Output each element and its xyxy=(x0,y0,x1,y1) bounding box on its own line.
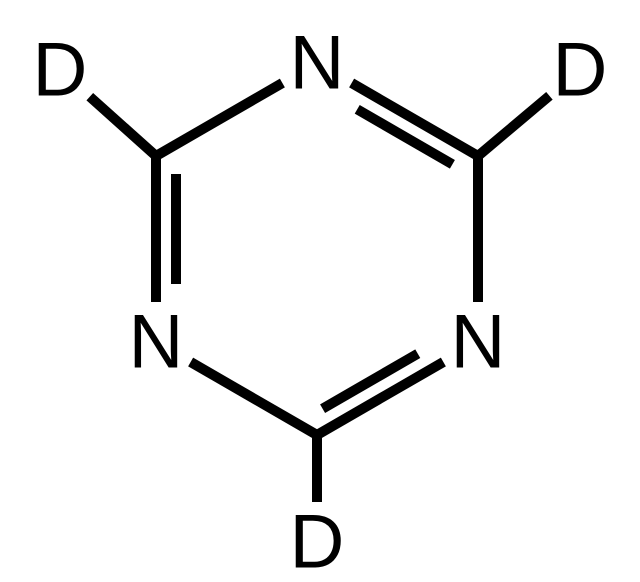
atom-label-d_tr: D xyxy=(553,28,608,113)
atom-label-n_r: N xyxy=(451,300,506,385)
atom-label-d_bot: D xyxy=(290,500,345,582)
molecule-diagram: N N N D D D xyxy=(0,0,640,582)
atom-label-n_l: N xyxy=(129,300,184,385)
bond-layer xyxy=(90,83,550,502)
atom-label-n_top: N xyxy=(290,21,345,106)
atom-label-d_tl: D xyxy=(33,28,88,113)
